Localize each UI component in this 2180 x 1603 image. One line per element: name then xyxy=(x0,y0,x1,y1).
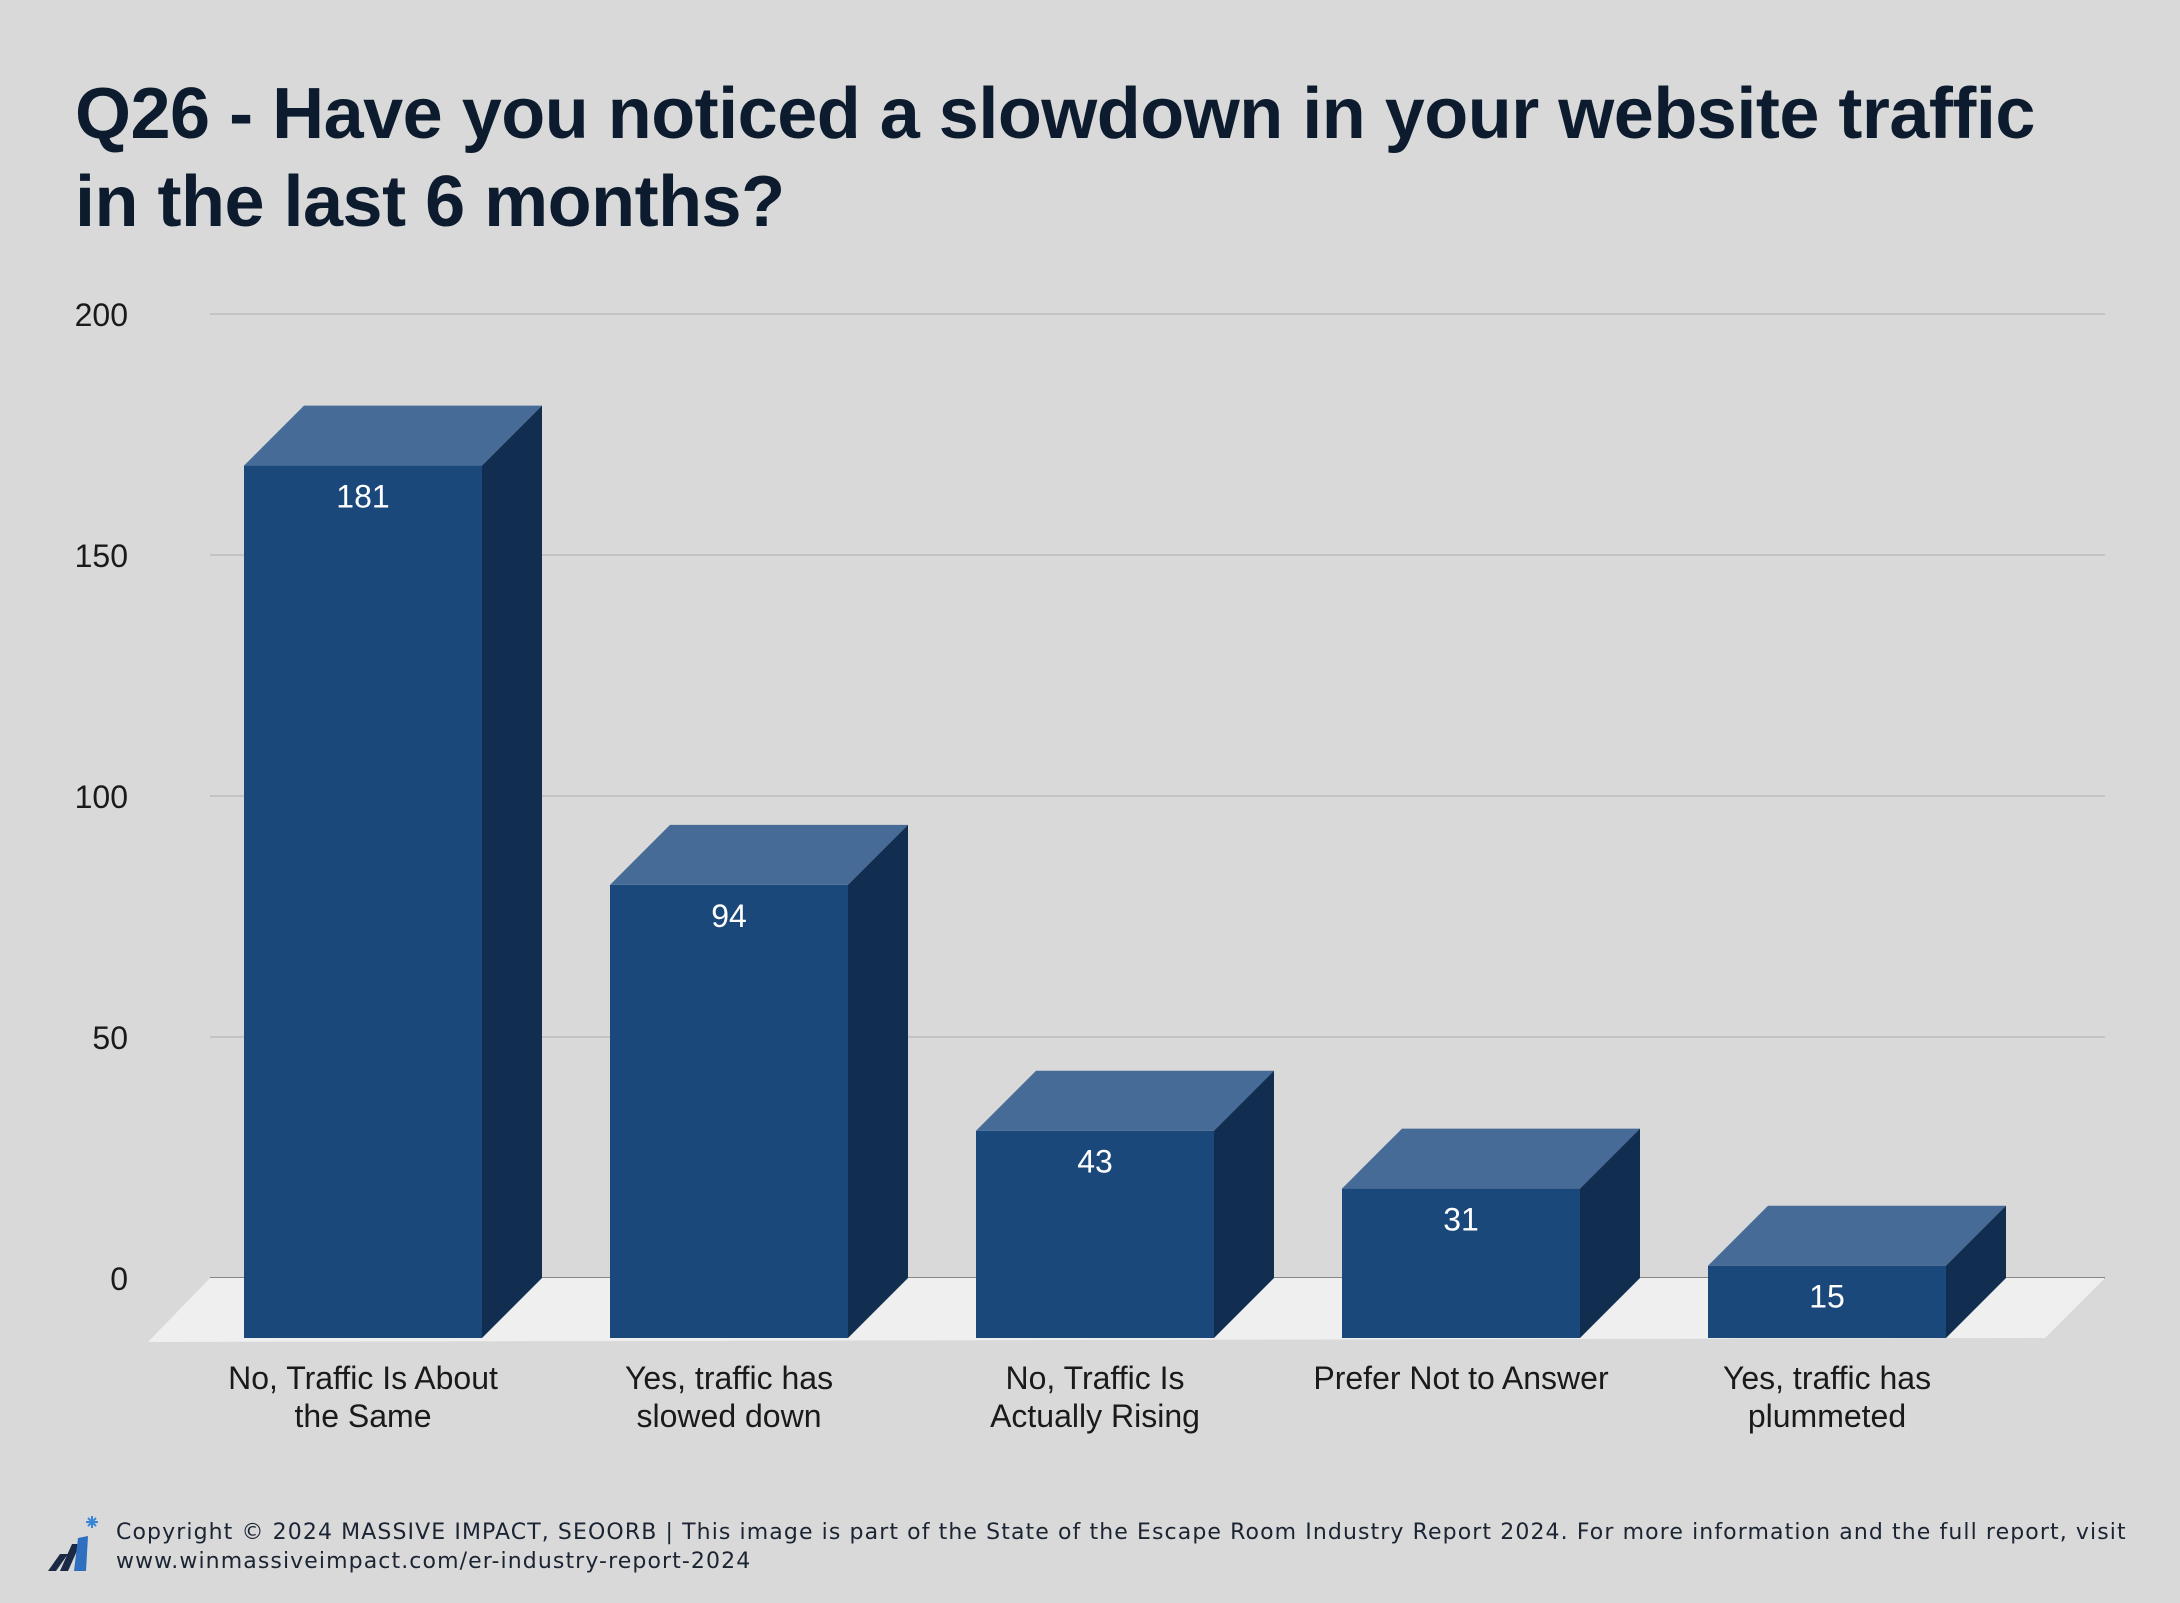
bar-side xyxy=(1214,1070,1274,1338)
bar-front xyxy=(244,465,482,1339)
data-label: 43 xyxy=(1077,1144,1113,1180)
y-tick-label: 100 xyxy=(75,779,128,815)
bar-side xyxy=(848,824,908,1338)
bar-top xyxy=(976,1070,1274,1131)
bar-top xyxy=(1708,1205,2006,1266)
copyright-text: Copyright © 2024 MASSIVE IMPACT, SEOORB … xyxy=(116,1520,2127,1574)
x-tick-label: Prefer Not to Answer xyxy=(1313,1360,1609,1396)
x-tick-label: No, Traffic Is Actually Rising xyxy=(990,1360,1200,1434)
bar-front xyxy=(1342,1188,1580,1338)
chart-title: Q26 - Have you noticed a slowdown in you… xyxy=(75,74,2035,242)
bar-side xyxy=(482,405,542,1339)
bar-top xyxy=(244,405,542,466)
bar xyxy=(244,405,542,1339)
y-axis-ticks: 0 50 100 150 200 xyxy=(75,297,128,1297)
bar xyxy=(1342,1128,1640,1338)
data-labels: 181 94 43 31 15 xyxy=(336,479,1844,1315)
bar xyxy=(1708,1205,2006,1338)
bar-side xyxy=(1580,1128,1640,1338)
data-label: 94 xyxy=(711,898,747,934)
y-tick-label: 50 xyxy=(92,1020,128,1056)
bar-front xyxy=(1708,1265,1946,1338)
x-tick-label: No, Traffic Is About the Same xyxy=(228,1360,498,1434)
data-label: 181 xyxy=(336,479,389,515)
massive-impact-logo-icon xyxy=(48,1516,98,1571)
bar-front xyxy=(976,1130,1214,1338)
y-tick-label: 0 xyxy=(110,1261,128,1297)
bars xyxy=(244,405,2006,1339)
y-tick-label: 150 xyxy=(75,538,128,574)
bar xyxy=(976,1070,1274,1338)
bar-chart: 0 50 100 150 200 181 94 43 31 15 No, Traffic Is … xyxy=(75,297,2105,1434)
bar-top xyxy=(610,824,908,885)
bar-side xyxy=(1946,1205,2006,1338)
bar-front xyxy=(610,884,848,1338)
bar xyxy=(610,824,908,1338)
x-axis-ticks: No, Traffic Is About the Same Yes, traffic… xyxy=(228,1360,1931,1434)
data-label: 15 xyxy=(1809,1279,1845,1315)
x-tick-label: Yes, traffic has slowed down xyxy=(625,1360,833,1434)
x-tick-label: Yes, traffic has plummeted xyxy=(1723,1360,1931,1434)
data-label: 31 xyxy=(1443,1202,1479,1238)
bar-top xyxy=(1342,1128,1640,1189)
footer: Copyright © 2024 MASSIVE IMPACT, SEOORB … xyxy=(48,1510,2148,1582)
y-tick-label: 200 xyxy=(75,297,128,333)
